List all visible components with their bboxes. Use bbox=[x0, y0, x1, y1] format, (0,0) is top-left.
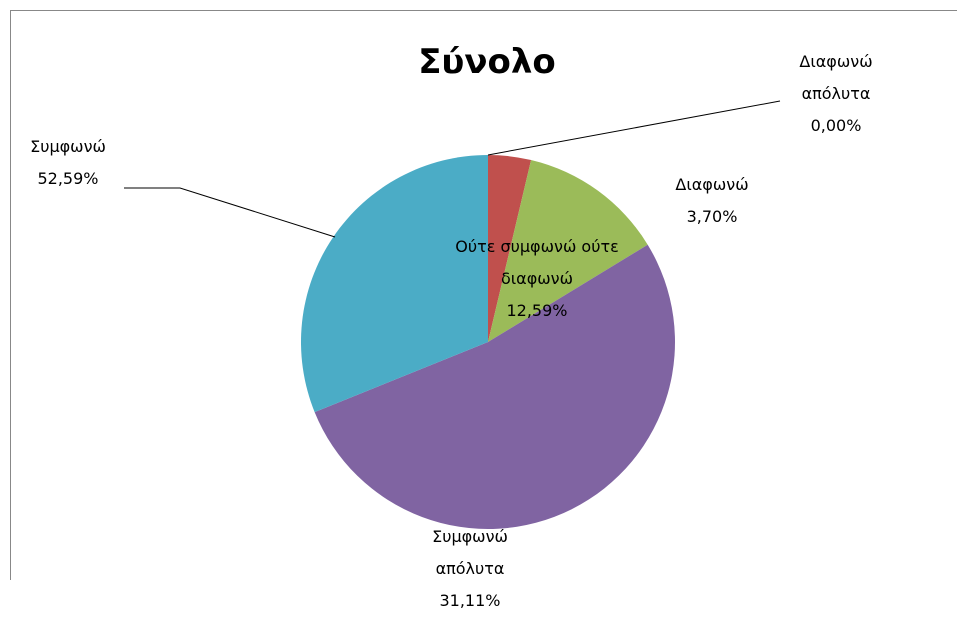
category-label: Συμφωνώ bbox=[13, 131, 123, 163]
leader-line bbox=[124, 188, 335, 237]
value-label: 0,00% bbox=[781, 110, 891, 142]
value-label: 3,70% bbox=[657, 201, 767, 233]
chart-title: Σύνολο bbox=[287, 42, 687, 82]
value-label: 52,59% bbox=[13, 163, 123, 195]
category-label: Διαφωνώ απόλυτα bbox=[781, 46, 891, 110]
value-label: 12,59% bbox=[450, 295, 625, 327]
leader-line bbox=[488, 101, 780, 155]
category-label: Συμφωνώ απόλυτα bbox=[415, 521, 525, 585]
category-label: Διαφωνώ bbox=[657, 169, 767, 201]
pie bbox=[301, 155, 675, 529]
value-label: 31,11% bbox=[415, 585, 525, 617]
category-label: Ούτε συμφωνώ ούτε διαφωνώ bbox=[450, 231, 625, 295]
